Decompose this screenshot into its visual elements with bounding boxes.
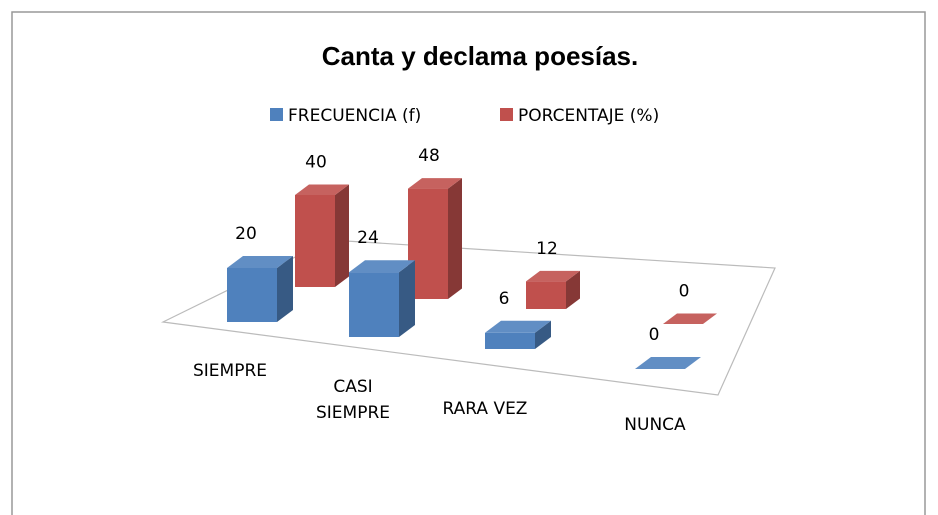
data-label: 20 (235, 224, 257, 244)
bar (526, 270, 580, 309)
data-label: 0 (679, 282, 690, 302)
x-tick-label: CASI SIEMPRE (315, 377, 391, 423)
bar-side (566, 270, 580, 309)
legend-label: PORCENTAJE (%) (518, 106, 659, 126)
bar-front (526, 281, 566, 309)
bar-top (349, 260, 415, 273)
bar-front (485, 332, 535, 349)
bar-side (448, 178, 462, 299)
data-label: 0 (649, 325, 660, 345)
bar-front (227, 268, 277, 322)
bar (635, 357, 701, 369)
bar-front (349, 272, 399, 337)
bar-top (663, 313, 717, 324)
bar (295, 184, 349, 287)
bar-top (408, 178, 462, 189)
chart-title: Canta y declama poesías. (322, 41, 638, 71)
bar-top (526, 270, 580, 282)
data-label: 40 (305, 153, 327, 173)
data-label: 24 (357, 228, 379, 248)
x-tick-label: SIEMPRE (192, 361, 268, 381)
bar-side (535, 320, 551, 349)
bar-top (485, 320, 551, 333)
legend-swatch (500, 108, 513, 121)
bar-side (277, 256, 293, 322)
bar-front (295, 195, 335, 287)
bar-side (335, 184, 349, 287)
bar (227, 256, 293, 322)
legend-swatch (270, 108, 283, 121)
x-tick-label: NUNCA (624, 415, 686, 435)
bar-side (399, 260, 415, 337)
bar (485, 320, 551, 349)
chart-border (11, 11, 926, 515)
data-label: 6 (499, 289, 510, 309)
bar (349, 260, 415, 337)
data-label: 48 (418, 146, 440, 166)
bar (408, 178, 462, 299)
bar (663, 313, 717, 324)
legend-label: FRECUENCIA (f) (288, 106, 421, 126)
bar-top (635, 357, 701, 369)
bar-top (227, 256, 293, 268)
data-label: 12 (536, 239, 558, 259)
x-tick-label: RARA VEZ (442, 399, 528, 419)
bar-top (295, 184, 349, 195)
